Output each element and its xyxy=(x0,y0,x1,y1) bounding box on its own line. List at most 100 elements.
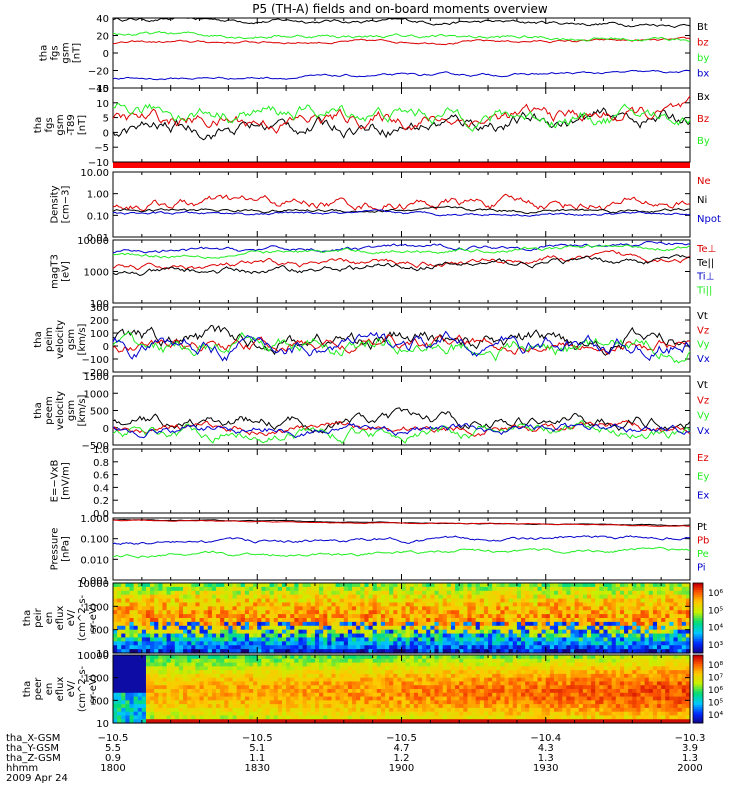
spectrogram-cell xyxy=(492,681,497,686)
colorbar-step xyxy=(693,627,703,631)
spectrogram-cell xyxy=(516,618,522,623)
spectrogram-cell xyxy=(339,625,345,631)
spectrogram-cell xyxy=(492,614,497,619)
spectrogram-cell xyxy=(187,689,192,694)
spectrogram-cell xyxy=(306,707,312,713)
spectrogram-cell xyxy=(459,670,464,675)
spectrogram-cell xyxy=(141,658,147,664)
spectrogram-cell xyxy=(145,692,151,698)
spectrogram-cell xyxy=(327,707,333,713)
spectrogram-cell xyxy=(281,707,287,713)
spectrogram-cell xyxy=(681,637,687,642)
spectrogram-cell xyxy=(253,719,258,724)
spectrogram-cell xyxy=(191,598,197,604)
spectrogram-cell xyxy=(162,711,168,717)
spectrogram-cell xyxy=(681,602,687,607)
spectrogram-cell xyxy=(298,649,304,654)
spectrogram-cell xyxy=(129,586,135,592)
spectrogram-cell xyxy=(492,594,497,600)
spectrogram-cell xyxy=(628,590,633,596)
spectrogram-cell xyxy=(162,583,168,588)
spectrogram-cell xyxy=(158,658,164,664)
spectrogram-cell xyxy=(578,610,584,615)
spectrogram-cell xyxy=(450,594,456,600)
spectrogram-cell xyxy=(269,602,275,607)
spectrogram-cell xyxy=(483,633,489,639)
spectrogram-cell xyxy=(385,707,390,713)
spectrogram-cell xyxy=(364,670,370,675)
spectrogram-cell xyxy=(393,602,398,607)
colorbar-step xyxy=(693,608,703,612)
spectrogram-cell xyxy=(549,633,555,639)
spectrogram-cell xyxy=(570,590,576,596)
spectrogram-cell xyxy=(558,610,563,615)
spectrogram-cell xyxy=(261,681,267,686)
spectrogram-cell xyxy=(525,655,530,660)
spectrogram-cell xyxy=(413,629,419,635)
spectrogram-cell xyxy=(170,670,176,675)
spectrogram-cell xyxy=(446,649,452,654)
spectrogram-cell xyxy=(471,670,477,675)
spectrogram-cell xyxy=(545,637,551,642)
spectrogram-cell xyxy=(117,649,122,654)
spectrogram-cell xyxy=(455,594,460,600)
spectrogram-cell xyxy=(397,586,403,592)
spectrogram-cell xyxy=(294,606,300,611)
spectrogram-cell xyxy=(133,704,139,709)
spectrogram-cell xyxy=(624,625,629,631)
legend-label: Ez xyxy=(697,453,709,464)
spectrogram-cell xyxy=(512,610,518,615)
spectrogram-cell xyxy=(611,645,617,650)
spectrogram-cell xyxy=(558,618,563,623)
spectrogram-cell xyxy=(475,637,481,642)
spectrogram-cell xyxy=(442,677,448,683)
spectrogram-cell xyxy=(471,625,477,631)
spectrogram-cell xyxy=(129,641,135,646)
spectrogram-cell xyxy=(244,583,250,588)
spectrogram-cell xyxy=(125,598,131,604)
spectrogram-cell xyxy=(652,606,658,611)
spectrogram-cell xyxy=(430,685,436,690)
spectrogram-cell xyxy=(570,610,576,615)
spectrogram-cell xyxy=(648,641,654,646)
spectrogram-cell xyxy=(302,594,308,600)
spectrogram-cell xyxy=(327,696,333,701)
spectrogram-cell xyxy=(545,633,551,639)
spectrogram-cell xyxy=(508,707,514,713)
spectrogram-cell xyxy=(496,673,502,679)
spectrogram-cell xyxy=(269,633,275,639)
spectrogram-cell xyxy=(178,637,184,642)
spectrogram-cell xyxy=(376,707,382,713)
spectrogram-cell xyxy=(372,637,378,642)
spectrogram-cell xyxy=(521,614,526,619)
spectrogram-cell xyxy=(380,707,386,713)
spectrogram-cell xyxy=(257,645,262,650)
spectrogram-cell xyxy=(380,633,386,639)
spectrogram-cell xyxy=(438,614,444,619)
series-line-Vy xyxy=(112,419,691,444)
spectrogram-cell xyxy=(434,602,440,607)
spectrogram-cell xyxy=(368,719,374,724)
legend-label: Ey xyxy=(697,472,709,483)
spectrogram-cell xyxy=(216,602,221,607)
spectrogram-cell xyxy=(376,655,382,660)
spectrogram-cell xyxy=(191,689,197,694)
ylabel-line: Density xyxy=(50,185,61,223)
spectrogram-cell xyxy=(644,602,650,607)
spectrogram-cell xyxy=(249,610,254,615)
spectrogram-cell xyxy=(302,704,308,709)
spectrogram-cell xyxy=(286,649,291,654)
spectrogram-cell xyxy=(207,711,213,717)
spectrogram-cell xyxy=(648,645,654,650)
spectrogram-cell xyxy=(145,610,151,615)
spectrogram-cell xyxy=(657,618,662,623)
spectrogram-cell xyxy=(154,625,159,631)
panel-p10: thapeerenefluxeV/(cm^2-s-sr-eV)10⁸10⁷10⁶… xyxy=(22,651,723,730)
spectrogram-cell xyxy=(615,618,621,623)
spectrogram-cell xyxy=(216,658,221,664)
spectrogram-cell xyxy=(224,602,229,607)
spectrogram-cell xyxy=(113,689,118,694)
spectrogram-cell xyxy=(607,629,613,635)
spectrogram-cell xyxy=(240,692,246,698)
